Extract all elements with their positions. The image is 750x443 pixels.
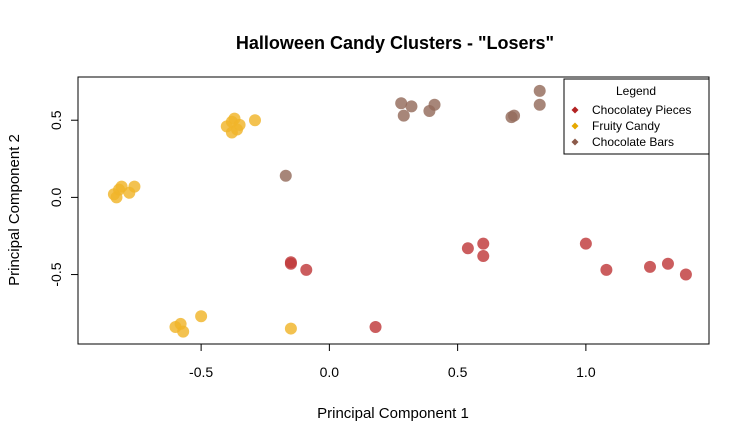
- data-point: [405, 100, 418, 113]
- data-point: [679, 268, 692, 281]
- data-point: [579, 237, 592, 250]
- y-axis: -0.5 0.0 0.5: [48, 110, 79, 287]
- legend-marker: [571, 122, 579, 130]
- data-point: [225, 126, 238, 139]
- data-point: [428, 98, 441, 111]
- data-point: [533, 84, 546, 97]
- data-point: [248, 114, 261, 127]
- data-point: [284, 322, 297, 335]
- legend-marker: [571, 106, 579, 114]
- x-tick-label: 0.0: [320, 364, 340, 380]
- data-point: [233, 118, 246, 131]
- data-point: [195, 310, 208, 323]
- data-point: [177, 325, 190, 338]
- data-point: [395, 97, 408, 110]
- data-point: [461, 242, 474, 255]
- data-point: [128, 180, 141, 193]
- data-point: [110, 191, 123, 204]
- data-point: [533, 98, 546, 111]
- data-point: [644, 260, 657, 273]
- legend-title: Legend: [616, 84, 656, 98]
- y-tick-label: -0.5: [48, 262, 64, 286]
- x-axis-label: Principal Component 1: [317, 405, 469, 422]
- legend-label: Chocolatey Pieces: [592, 103, 691, 117]
- data-point: [369, 321, 382, 334]
- x-axis: -0.5 0.0 0.5 1.0: [189, 343, 596, 380]
- data-point: [477, 250, 490, 263]
- x-tick-label: -0.5: [189, 364, 213, 380]
- legend-label: Chocolate Bars: [592, 135, 674, 149]
- data-point: [300, 263, 313, 276]
- data-point: [661, 257, 674, 270]
- data-point: [600, 263, 613, 276]
- x-tick-label: 1.0: [576, 364, 596, 380]
- y-axis-label: Principal Component 2: [6, 134, 23, 286]
- data-points: [107, 84, 692, 338]
- legend-label: Fruity Candy: [592, 119, 660, 133]
- y-tick-label: 0.5: [48, 110, 64, 130]
- legend-box: [563, 78, 710, 155]
- legend: Legend Chocolatey Pieces Fruity Candy Choc…: [563, 78, 710, 155]
- data-point: [508, 109, 521, 122]
- data-point: [477, 237, 490, 250]
- chart-title: Halloween Candy Clusters - "Losers": [236, 33, 554, 53]
- x-tick-label: 0.5: [448, 364, 468, 380]
- data-point: [284, 257, 297, 270]
- y-tick-label: 0.0: [48, 187, 64, 207]
- data-point: [279, 169, 292, 182]
- data-point: [397, 109, 410, 122]
- legend-marker: [571, 138, 579, 146]
